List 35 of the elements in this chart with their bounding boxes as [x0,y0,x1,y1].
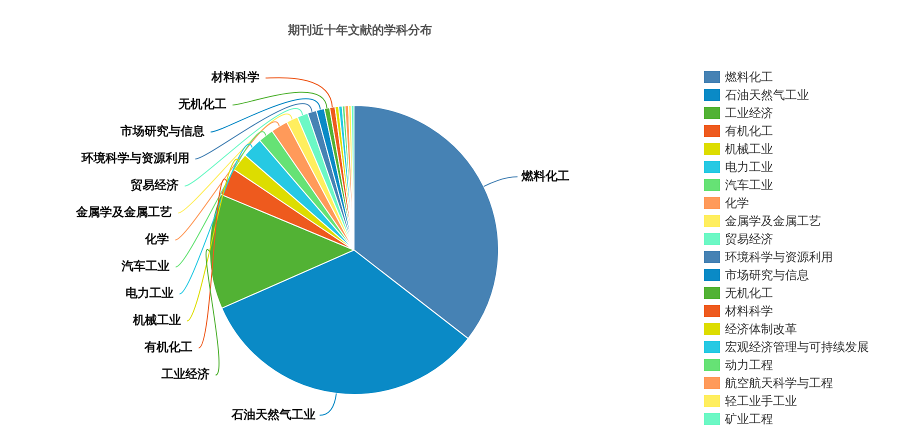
slice-label: 金属学及金属工艺 [75,205,172,220]
slice-label: 燃料化工 [520,168,570,183]
slice-label: 材料科学 [210,70,260,84]
legend-label: 宏观经济管理与可持续发展 [725,338,869,356]
chart-title: 期刊近十年文献的学科分布 [287,22,433,39]
legend-label: 环境科学与资源利用 [725,248,833,266]
legend-label: 石油天然气工业 [725,86,809,104]
slice-label: 市场研究与信息 [120,124,206,138]
slice-label: 工业经济 [160,367,210,382]
legend-label: 汽车工业 [725,176,773,194]
legend-label: 燃料化工 [725,68,773,86]
slice-label: 环境科学与资源利用 [80,151,190,166]
legend-label: 工业经济 [725,104,773,122]
legend-label: 电力工业 [725,158,773,176]
legend-label: 贸易经济 [725,230,773,248]
slice-label: 有机化工 [144,340,193,354]
legend-label: 动力工程 [725,356,773,374]
slice-label: 电力工业 [126,286,174,300]
legend-label: 市场研究与信息 [725,266,809,284]
legend-label: 金属学及金属工艺 [725,212,821,230]
legend-label: 航空航天科学与工程 [725,374,833,392]
legend-label: 机械工业 [725,140,773,158]
legend-label: 轻工业手工业 [725,392,797,410]
legend-label: 无机化工 [725,284,773,302]
slice-label: 汽车工业 [120,259,170,274]
legend-label: 化学 [725,194,749,212]
slice-label: 石油天然气工业 [230,407,316,422]
legend-label: 经济体制改革 [725,320,797,338]
legend-label: 有机化工 [725,122,773,140]
legend-label: 矿业工程 [725,410,773,428]
legend-label: 材料科学 [725,302,773,320]
slice-label: 贸易经济 [130,178,179,192]
slice-label: 机械工业 [132,313,182,328]
slice-label: 化学 [144,232,170,246]
slice-label: 无机化工 [178,97,227,112]
